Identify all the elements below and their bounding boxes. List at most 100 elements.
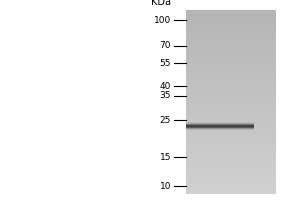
Bar [186, 131, 276, 133]
Bar [186, 129, 276, 130]
Text: 10: 10 [160, 182, 171, 191]
Bar [186, 145, 276, 146]
Bar [186, 43, 276, 44]
Bar [186, 107, 276, 108]
Bar [186, 128, 276, 129]
Bar [186, 162, 276, 163]
Bar [186, 31, 276, 32]
Bar [186, 142, 276, 144]
Bar [186, 124, 276, 125]
Bar [186, 167, 276, 168]
Bar [186, 125, 276, 127]
Bar [186, 84, 276, 85]
Bar [186, 17, 276, 19]
Bar [186, 76, 276, 77]
Bar [186, 90, 276, 91]
Bar [186, 138, 276, 139]
Bar [186, 173, 276, 174]
Bar [186, 111, 276, 112]
Bar [186, 95, 276, 96]
Bar [186, 57, 276, 58]
Bar [186, 177, 276, 178]
Bar [186, 185, 276, 187]
Bar [186, 68, 276, 69]
Bar [186, 139, 276, 140]
Bar [186, 54, 276, 55]
Bar [186, 65, 276, 66]
Bar [186, 189, 276, 190]
Bar [186, 146, 276, 147]
Bar [186, 23, 276, 25]
Bar [186, 183, 276, 184]
Text: 40: 40 [160, 82, 171, 91]
Bar [186, 11, 276, 12]
Bar [186, 75, 276, 76]
Bar [186, 19, 276, 20]
Bar [186, 117, 276, 118]
Bar [186, 101, 276, 102]
Bar [186, 166, 276, 167]
Bar [186, 70, 276, 71]
Bar [186, 44, 276, 46]
Bar [186, 46, 276, 47]
Bar [186, 93, 276, 95]
Bar [186, 168, 276, 169]
Bar [186, 179, 276, 181]
Bar [186, 144, 276, 145]
Bar [186, 97, 276, 98]
Text: 15: 15 [160, 153, 171, 162]
Bar [186, 47, 276, 48]
Bar [186, 64, 276, 65]
Bar [186, 55, 276, 57]
Bar [186, 59, 276, 60]
Bar [186, 188, 276, 189]
Bar [186, 156, 276, 157]
Bar [186, 119, 276, 120]
Bar [186, 36, 276, 37]
Bar [186, 106, 276, 107]
Bar [186, 71, 276, 73]
Bar [186, 96, 276, 97]
Bar [186, 140, 276, 141]
Bar [186, 127, 276, 128]
Bar [186, 190, 276, 192]
Bar [186, 89, 276, 90]
Bar [186, 118, 276, 119]
Bar [186, 135, 276, 136]
Bar [186, 171, 276, 172]
Bar [186, 80, 276, 81]
Bar [186, 14, 276, 15]
Bar [186, 25, 276, 26]
Bar [186, 85, 276, 86]
Bar [186, 130, 276, 131]
Bar [186, 104, 276, 106]
Bar [186, 21, 276, 22]
Bar [186, 37, 276, 38]
Bar [186, 161, 276, 162]
Bar [186, 114, 276, 115]
Bar [186, 103, 276, 104]
Bar [186, 74, 276, 75]
Bar [186, 26, 276, 27]
Bar [186, 158, 276, 160]
Text: 55: 55 [160, 59, 171, 68]
Bar [186, 108, 276, 109]
Bar [186, 79, 276, 80]
Bar [186, 160, 276, 161]
Bar [186, 157, 276, 158]
Bar [186, 109, 276, 111]
Bar [186, 35, 276, 36]
Bar [186, 27, 276, 28]
Bar [186, 150, 276, 151]
Bar [186, 69, 276, 70]
Bar [186, 98, 276, 100]
Bar [186, 176, 276, 177]
Bar [186, 60, 276, 62]
Bar [186, 10, 276, 11]
Bar [186, 32, 276, 33]
Text: 35: 35 [160, 91, 171, 100]
Bar [186, 136, 276, 138]
Bar [186, 141, 276, 142]
Bar [186, 81, 276, 82]
Bar [186, 38, 276, 39]
